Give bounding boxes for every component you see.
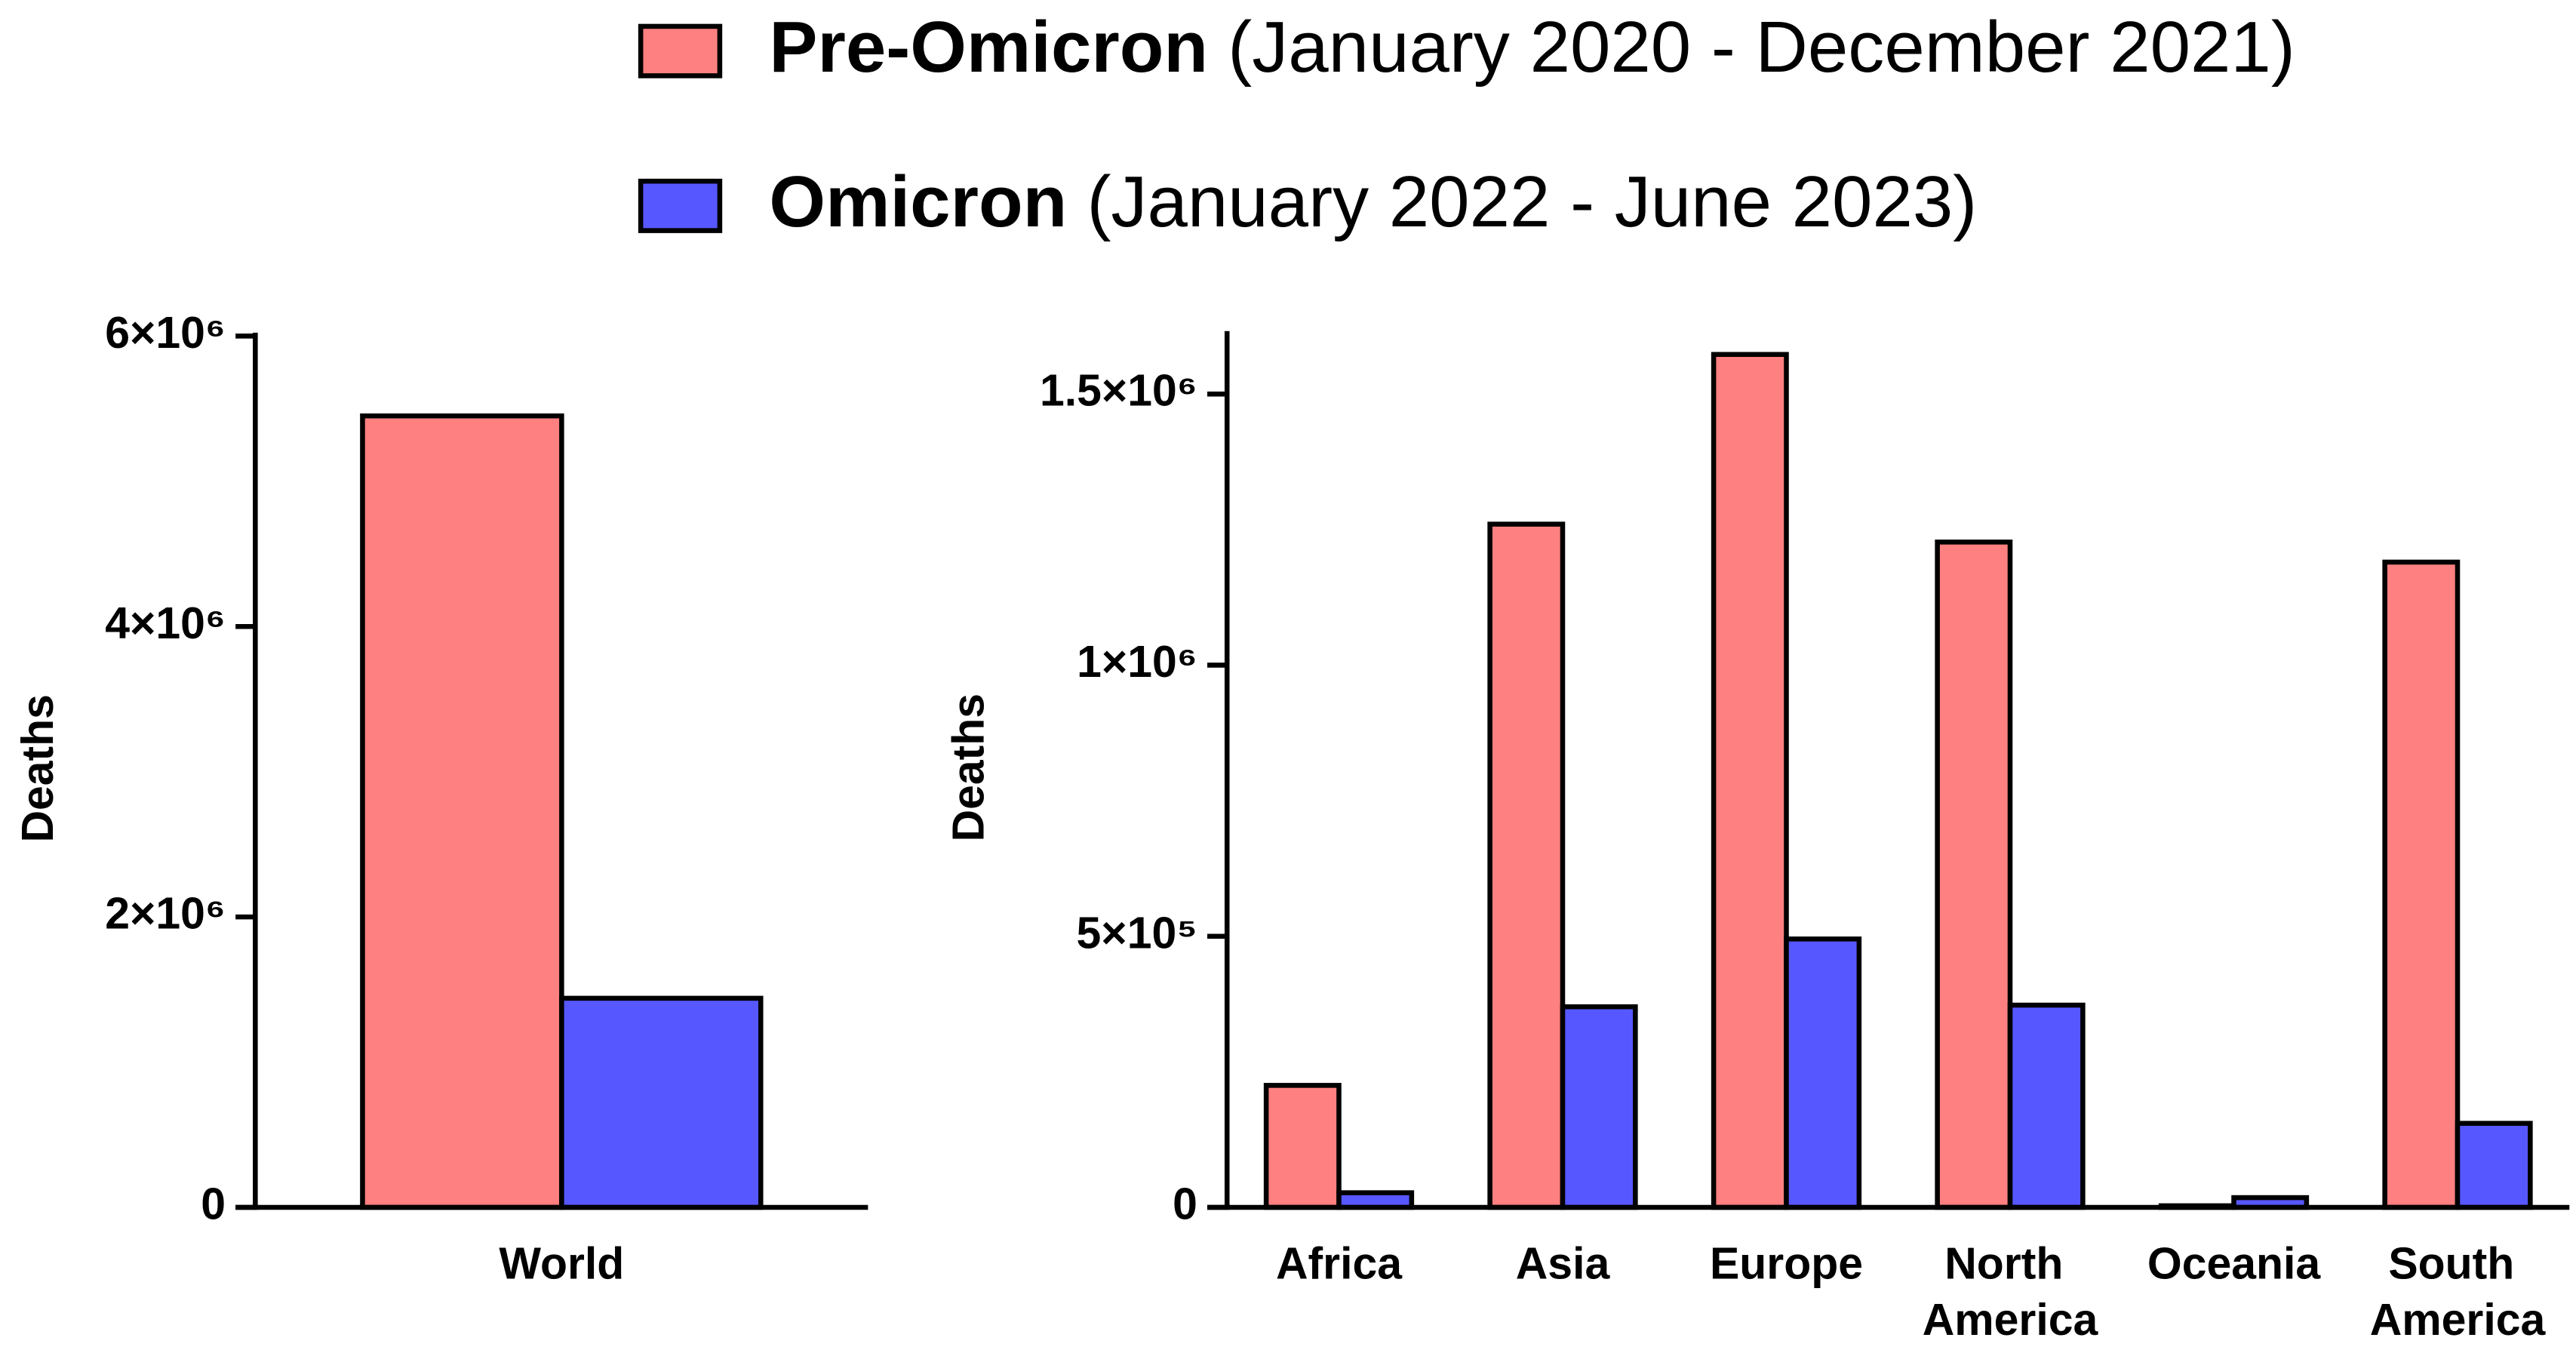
legend-label: Pre-Omicron [769,7,1208,88]
y-tick-label: 0 [1173,1180,1197,1229]
y-tick-label: 6×10⁶ [105,309,226,358]
bar [1560,1004,1638,1210]
legend-label: Omicron [769,161,1067,242]
y-tick-label: 4×10⁶ [105,599,226,648]
x-tick-word: North [1944,1239,2075,1288]
y-tick-label: 1×10⁶ [1077,638,1197,687]
x-tick-label: North America [1923,1239,2099,1344]
legend-entry: Omicron (January 2022 - June 2023) [769,161,1977,242]
legend-swatch [638,23,723,78]
bar [2007,1002,2086,1210]
bar [1263,1083,1342,1210]
legend-period: (January 2022 - June 2023) [1087,161,1977,242]
x-tick-label: Oceania [2147,1239,2322,1288]
bar [2455,1121,2533,1210]
x-tick-label: Europe [1710,1239,1863,1288]
x-tick-word: South [2388,1239,2526,1288]
x-tick-label: South America [2370,1239,2547,1344]
bar [1935,540,2013,1210]
x-tick-label: Asia [1516,1239,1611,1288]
x-tick-word: America [1923,1295,2099,1344]
y-tick-label: 1.5×10⁶ [1040,367,1197,416]
x-tick-word: Europe [1710,1239,1863,1288]
legend-entry: Pre-Omicron (January 2020 - December 2021… [769,7,2295,88]
bar [360,413,564,1210]
bar [1487,521,1566,1210]
x-tick-word: Africa [1276,1239,1403,1288]
y-axis-label: Deaths [944,693,993,841]
y-tick-label: 5×10⁵ [1077,909,1197,958]
x-tick-label: World [499,1239,624,1288]
bar [559,995,764,1210]
legend-swatch [638,178,723,233]
x-tick-word: Oceania [2147,1239,2322,1288]
x-tick-label: Africa [1276,1239,1403,1288]
y-tick-label: 0 [201,1180,226,1229]
y-axis-label: Deaths [14,694,63,842]
bar [1711,352,1789,1210]
x-tick-word: Asia [1516,1239,1611,1288]
bar [1784,936,1862,1210]
y-tick-label: 2×10⁶ [105,890,226,939]
x-tick-word: America [2370,1295,2547,1344]
bar [2382,559,2461,1210]
legend-period: (January 2020 - December 2021) [1228,7,2295,88]
x-tick-word: World [499,1239,624,1288]
